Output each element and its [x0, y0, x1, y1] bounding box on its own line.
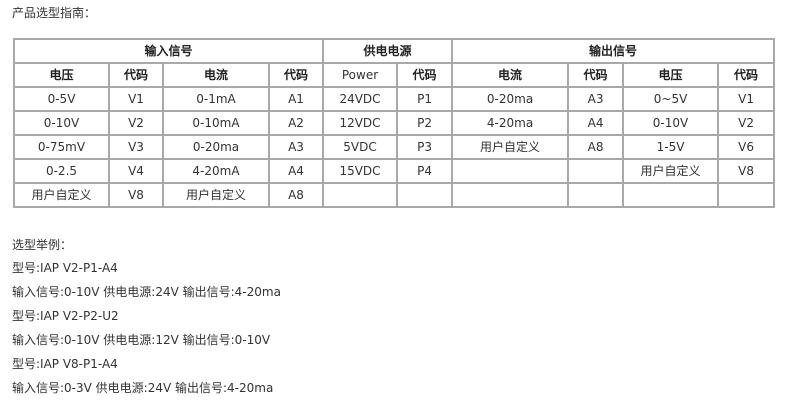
table-cell: P1: [396, 86, 454, 112]
table-row: 0-10V V2 0-10mA A2 12VDC P2 4-20ma A4 0-10V V2: [13, 110, 776, 136]
table-cell: 15VDC: [322, 158, 399, 184]
table-cell: 用户自定义: [162, 182, 270, 208]
group-input-signal: 输入信号: [12, 38, 325, 64]
table-cell: 24VDC: [322, 86, 399, 112]
table-cell: A4: [267, 158, 325, 184]
table-cell: V6: [717, 134, 776, 160]
table-cell: [567, 182, 625, 208]
table-cell: P3: [396, 134, 454, 160]
example-line: 型号:IAP V2-P2-U2: [12, 309, 119, 323]
column-header: 电流: [451, 62, 570, 88]
table-cell: 5VDC: [322, 134, 399, 160]
table-cell: [322, 182, 399, 208]
example-line: 输入信号:0-10V 供电电源:12V 输出信号:0-10V: [12, 333, 271, 347]
table-cell: V8: [108, 182, 164, 208]
column-header: 代码: [567, 62, 625, 88]
column-header: Power: [322, 62, 399, 88]
table-cell: A2: [267, 110, 325, 136]
table-cell: 12VDC: [322, 110, 399, 136]
example-line: 型号:IAP V8-P1-A4: [12, 357, 118, 371]
group-header-row: 输入信号 供电电源 输出信号: [12, 38, 776, 64]
column-header: 电压: [13, 62, 110, 88]
column-header: 代码: [267, 62, 325, 88]
table-cell: 用户自定义: [451, 134, 570, 160]
table-cell: 1-5V: [622, 134, 720, 160]
table-cell: A8: [267, 182, 325, 208]
column-header: 代码: [108, 62, 164, 88]
table-cell: A8: [567, 134, 625, 160]
table-cell: V4: [108, 158, 164, 184]
table-cell: 4-20ma: [451, 110, 570, 136]
table-cell: P4: [396, 158, 454, 184]
column-header: 代码: [396, 62, 454, 88]
group-output-signal: 输出信号: [451, 38, 776, 64]
example-line: 型号:IAP V2-P1-A4: [12, 261, 118, 275]
table-cell: 0-20ma: [451, 86, 570, 112]
column-header-row: 电压 代码 电流 代码 Power 代码 电流 代码 电压 代码: [13, 62, 776, 88]
table-cell: [717, 182, 776, 208]
table-cell: 用户自定义: [622, 158, 720, 184]
table-cell: V1: [108, 86, 164, 112]
group-power-supply: 供电电源: [322, 38, 454, 64]
table-row: 用户自定义 V8 用户自定义 A8: [13, 182, 776, 208]
table-cell: 0-5V: [13, 86, 110, 112]
table-cell: 4-20mA: [162, 158, 270, 184]
table-cell: 0-75mV: [13, 134, 110, 160]
table-cell: 0-10V: [622, 110, 720, 136]
examples-heading: 选型举例：: [12, 238, 73, 252]
product-selection-table: 输入信号 供电电源 输出信号 电压 代码 电流 代码 Power 代码 电流 代码 电压 代码 0…: [12, 38, 776, 208]
table-cell: [451, 182, 570, 208]
example-line: 输入信号:0-10V 供电电源:24V 输出信号:4-20ma: [12, 285, 281, 299]
column-header: 电流: [162, 62, 270, 88]
column-header: 电压: [622, 62, 720, 88]
table-cell: 0-2.5: [13, 158, 110, 184]
table-row: 0-2.5 V4 4-20mA A4 15VDC P4 用户自定义 V8: [13, 158, 776, 184]
table-cell: V3: [108, 134, 164, 160]
table-cell: A3: [567, 86, 625, 112]
table-cell: 用户自定义: [13, 182, 110, 208]
table-cell: [451, 158, 570, 184]
example-line: 输入信号:0-3V 供电电源:24V 输出信号:4-20ma: [12, 381, 274, 395]
table-cell: A1: [267, 86, 325, 112]
table-cell: V1: [717, 86, 776, 112]
table-cell: 0-1mA: [162, 86, 270, 112]
column-header: 代码: [717, 62, 776, 88]
table-cell: V2: [717, 110, 776, 136]
table-cell: [567, 158, 625, 184]
table-cell: V8: [717, 158, 776, 184]
table-cell: 0-20ma: [162, 134, 270, 160]
table-cell: A4: [567, 110, 625, 136]
table-cell: [622, 182, 720, 208]
table-cell: P2: [396, 110, 454, 136]
table-cell: A3: [267, 134, 325, 160]
table-row: 0-5V V1 0-1mA A1 24VDC P1 0-20ma A3 0~5V V1: [13, 86, 776, 112]
table-cell: 0-10V: [13, 110, 110, 136]
table-cell: V2: [108, 110, 164, 136]
page-title: 产品选型指南：: [12, 6, 97, 20]
table-cell: 0-10mA: [162, 110, 270, 136]
table-cell: 0~5V: [622, 86, 720, 112]
table-cell: [396, 182, 454, 208]
table-row: 0-75mV V3 0-20ma A3 5VDC P3 用户自定义 A8 1-5V V6: [13, 134, 776, 160]
